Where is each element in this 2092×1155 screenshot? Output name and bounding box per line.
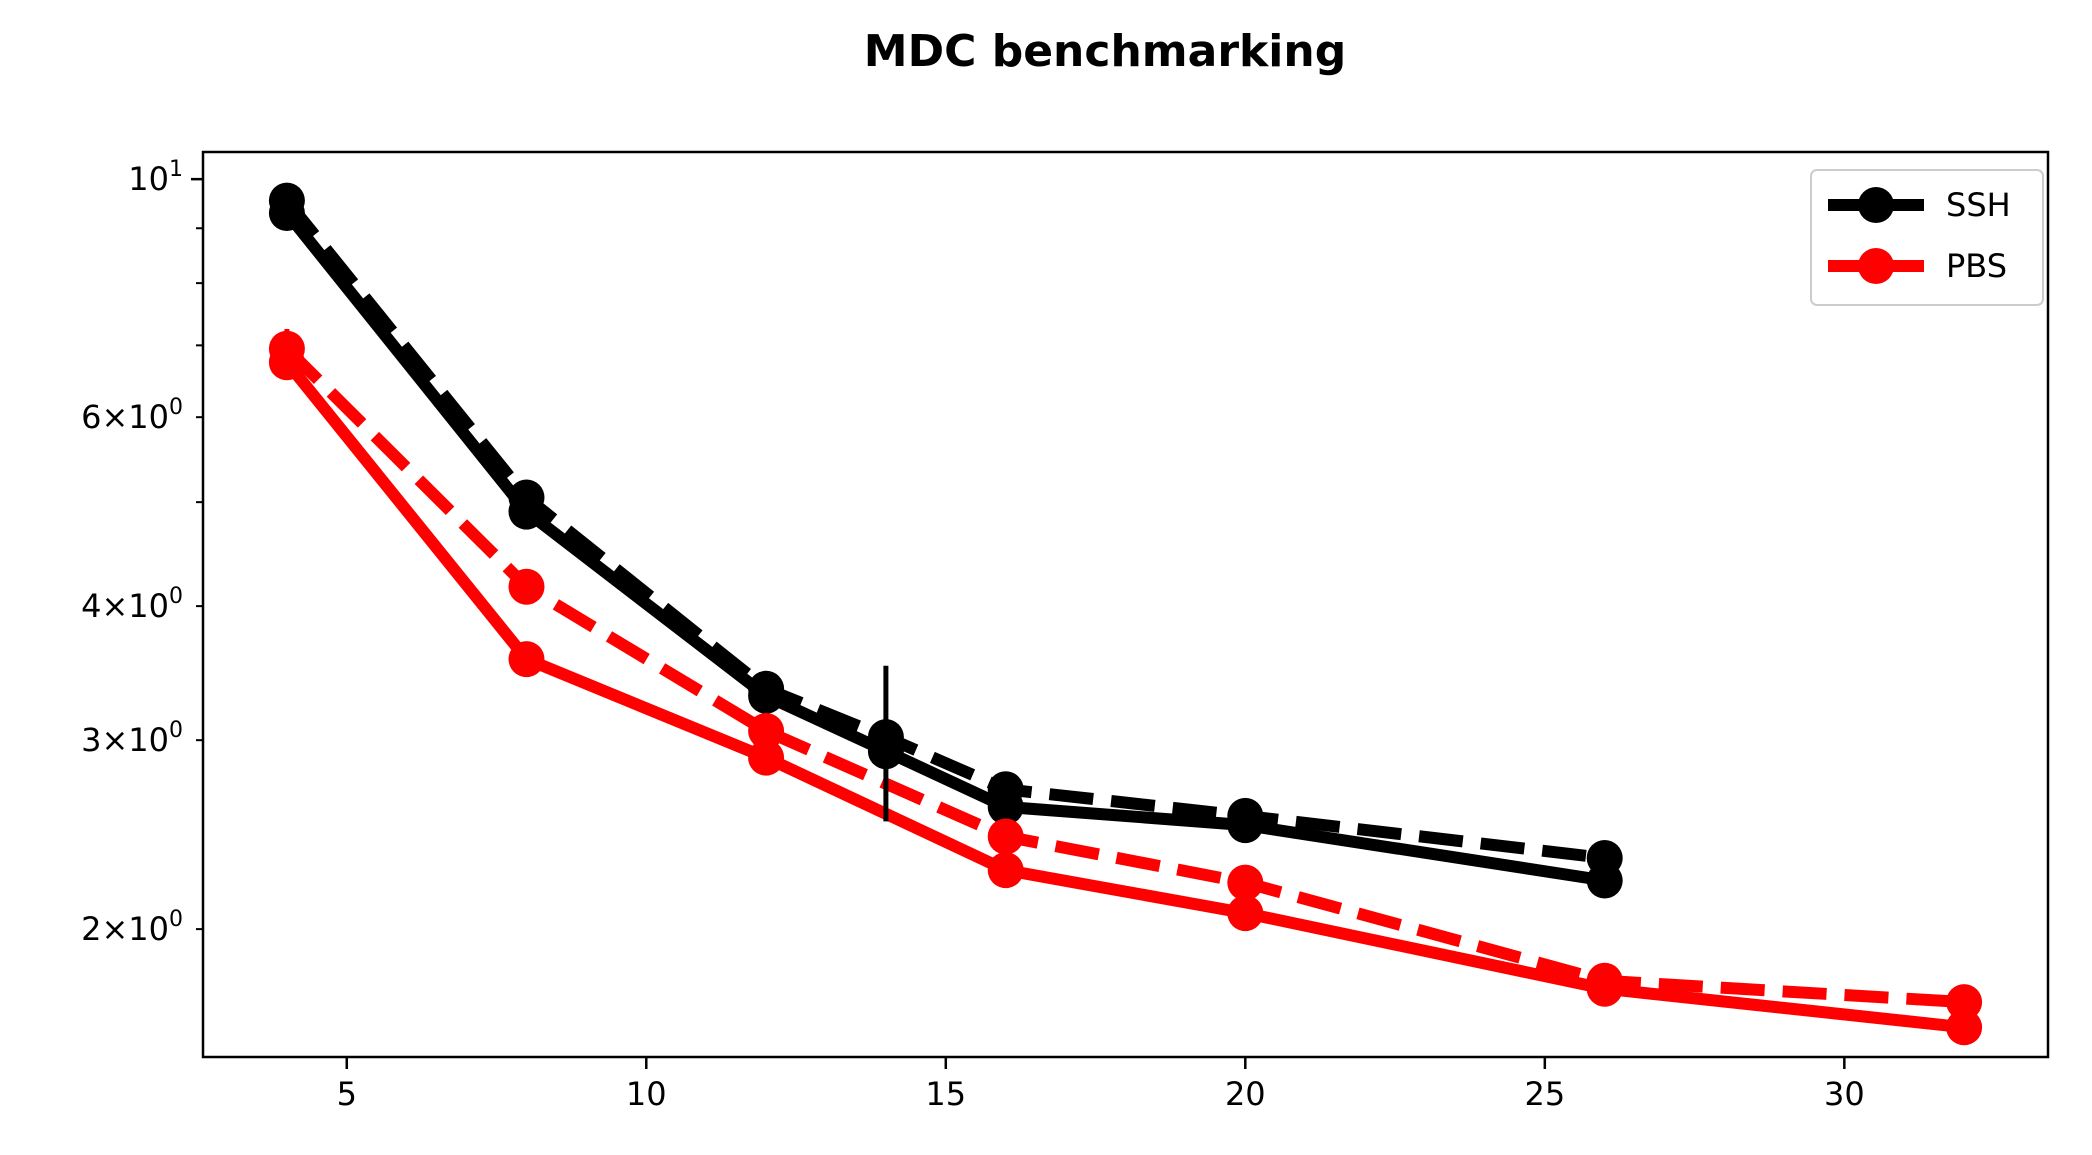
series-line (282, 196, 1606, 864)
series-line (282, 358, 1965, 1034)
errorbar-layer (284, 329, 889, 822)
y-tick-label: 101 (128, 157, 183, 198)
legend: SSH PBS (1810, 169, 2044, 306)
legend-label-pbs: PBS (1946, 247, 2007, 285)
data-point (1227, 797, 1264, 834)
y-tick-label: 3×100 (81, 718, 183, 759)
x-tick-label: 5 (337, 1075, 357, 1113)
x-tick-label: 20 (1225, 1075, 1266, 1113)
data-point (987, 852, 1024, 889)
x-tick-label: 15 (925, 1075, 966, 1113)
data-point (987, 771, 1024, 808)
x-tick-label: 10 (626, 1075, 667, 1113)
legend-label-ssh: SSH (1946, 186, 2011, 224)
series-pbs-dashed (268, 330, 1983, 1021)
series-ssh-solid (268, 195, 1623, 899)
data-point (508, 641, 545, 678)
chart-title: MDC benchmarking (864, 26, 1346, 77)
legend-marker-pbs (1858, 248, 1894, 284)
data-point (748, 713, 785, 749)
y-tick-label: 2×100 (81, 907, 183, 948)
data-point (268, 182, 305, 219)
series-line (282, 344, 1965, 1009)
data-point (987, 818, 1024, 855)
x-tick-label: 25 (1524, 1075, 1565, 1113)
data-point (1946, 984, 1983, 1021)
data-point (508, 479, 545, 516)
y-tick-label: 6×100 (81, 395, 183, 436)
x-axis: 5 10 15 20 25 30 (337, 1057, 1865, 1113)
data-point (508, 568, 545, 605)
data-point (1586, 962, 1623, 999)
x-tick-label: 30 (1824, 1075, 1865, 1113)
data-point (1227, 864, 1264, 901)
data-point (1227, 895, 1264, 932)
y-axis: 101 2×100 3×100 4×100 6×100 (81, 157, 203, 948)
legend-marker-ssh (1858, 187, 1894, 223)
series-pbs-solid (268, 344, 1983, 1046)
series-layer (268, 182, 1983, 1046)
plot-frame (201, 150, 2050, 1059)
data-point (1586, 840, 1623, 876)
data-point (1946, 1009, 1983, 1046)
data-point (748, 739, 785, 776)
data-point (748, 670, 785, 707)
y-tick-label: 4×100 (81, 584, 183, 625)
